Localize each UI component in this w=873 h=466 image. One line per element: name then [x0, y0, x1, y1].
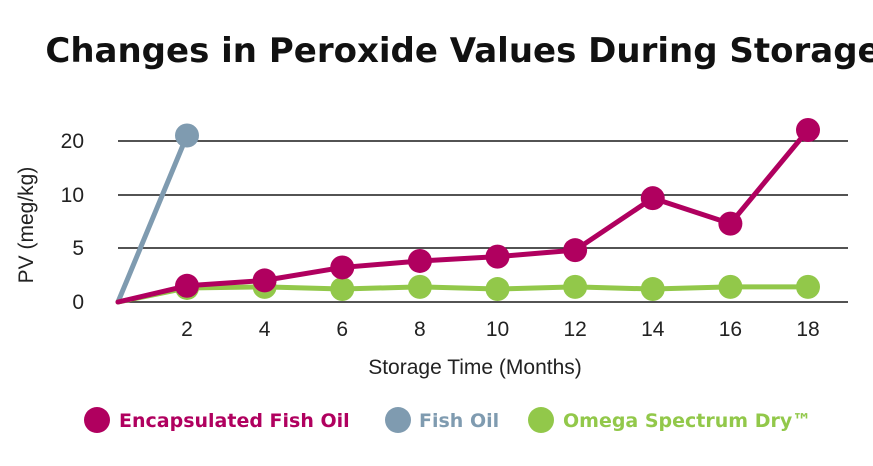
series-fish-oil — [115, 123, 199, 305]
x-tick-18: 18 — [796, 318, 819, 341]
legend: Encapsulated Fish Oil Fish Oil Omega Spect… — [84, 407, 811, 433]
legend-marker-fish-oil — [385, 407, 411, 433]
series-encapsulated-fish-oil — [115, 118, 820, 305]
x-tick-2: 2 — [181, 318, 193, 341]
point-omega-spectrum-dry-10 — [485, 277, 510, 302]
x-axis-label: Storage Time (Months) — [368, 356, 582, 379]
x-tick-12: 12 — [563, 318, 586, 341]
point-encapsulated-fish-oil-6 — [330, 255, 355, 280]
y-tick-10: 10 — [61, 184, 84, 207]
y-tick-0: 0 — [72, 291, 84, 314]
point-encapsulated-fish-oil-14 — [640, 186, 665, 211]
x-tick-6: 6 — [336, 318, 348, 341]
point-fish-oil-2 — [175, 123, 199, 148]
point-omega-spectrum-dry-14 — [640, 277, 665, 302]
point-encapsulated-fish-oil-10 — [485, 244, 510, 269]
point-omega-spectrum-dry-8 — [407, 274, 432, 299]
point-omega-spectrum-dry-16 — [718, 274, 743, 299]
chart-title: Changes in Peroxide Values During Storag… — [45, 31, 873, 71]
y-tick-labels: 0 5 10 20 — [61, 130, 84, 314]
point-encapsulated-fish-oil-18 — [796, 118, 820, 142]
point-encapsulated-fish-oil-4 — [252, 268, 277, 293]
x-tick-14: 14 — [641, 318, 665, 341]
y-axis-label: PV (meg/kg) — [15, 167, 38, 284]
point-omega-spectrum-dry-18 — [796, 274, 820, 299]
line-encapsulated-fish-oil — [115, 127, 811, 305]
series-omega-spectrum-dry — [115, 274, 820, 305]
legend-label-fish-oil: Fish Oil — [419, 410, 499, 432]
y-tick-20: 20 — [61, 130, 84, 153]
x-tick-16: 16 — [719, 318, 742, 341]
series-group — [115, 118, 820, 305]
point-encapsulated-fish-oil-8 — [407, 248, 432, 273]
x-tick-8: 8 — [414, 318, 426, 341]
line-fish-oil — [115, 133, 190, 305]
line-omega-spectrum-dry — [115, 284, 811, 305]
y-tick-5: 5 — [72, 237, 84, 260]
legend-marker-encapsulated-fish-oil — [84, 407, 110, 433]
legend-label-encapsulated-fish-oil: Encapsulated Fish Oil — [119, 410, 350, 432]
point-encapsulated-fish-oil-12 — [563, 238, 588, 263]
grid-lines — [118, 140, 848, 303]
point-encapsulated-fish-oil-16 — [718, 211, 743, 236]
legend-marker-omega-spectrum-dry — [528, 407, 554, 433]
legend-label-omega-spectrum-dry: Omega Spectrum Dry™ — [563, 410, 811, 432]
point-encapsulated-fish-oil-2 — [175, 273, 199, 298]
x-tick-10: 10 — [486, 318, 509, 341]
x-tick-4: 4 — [259, 318, 271, 341]
point-omega-spectrum-dry-12 — [563, 274, 588, 299]
x-tick-labels: 2 4 6 8 10 12 14 16 18 — [181, 318, 820, 341]
point-omega-spectrum-dry-6 — [330, 277, 355, 302]
